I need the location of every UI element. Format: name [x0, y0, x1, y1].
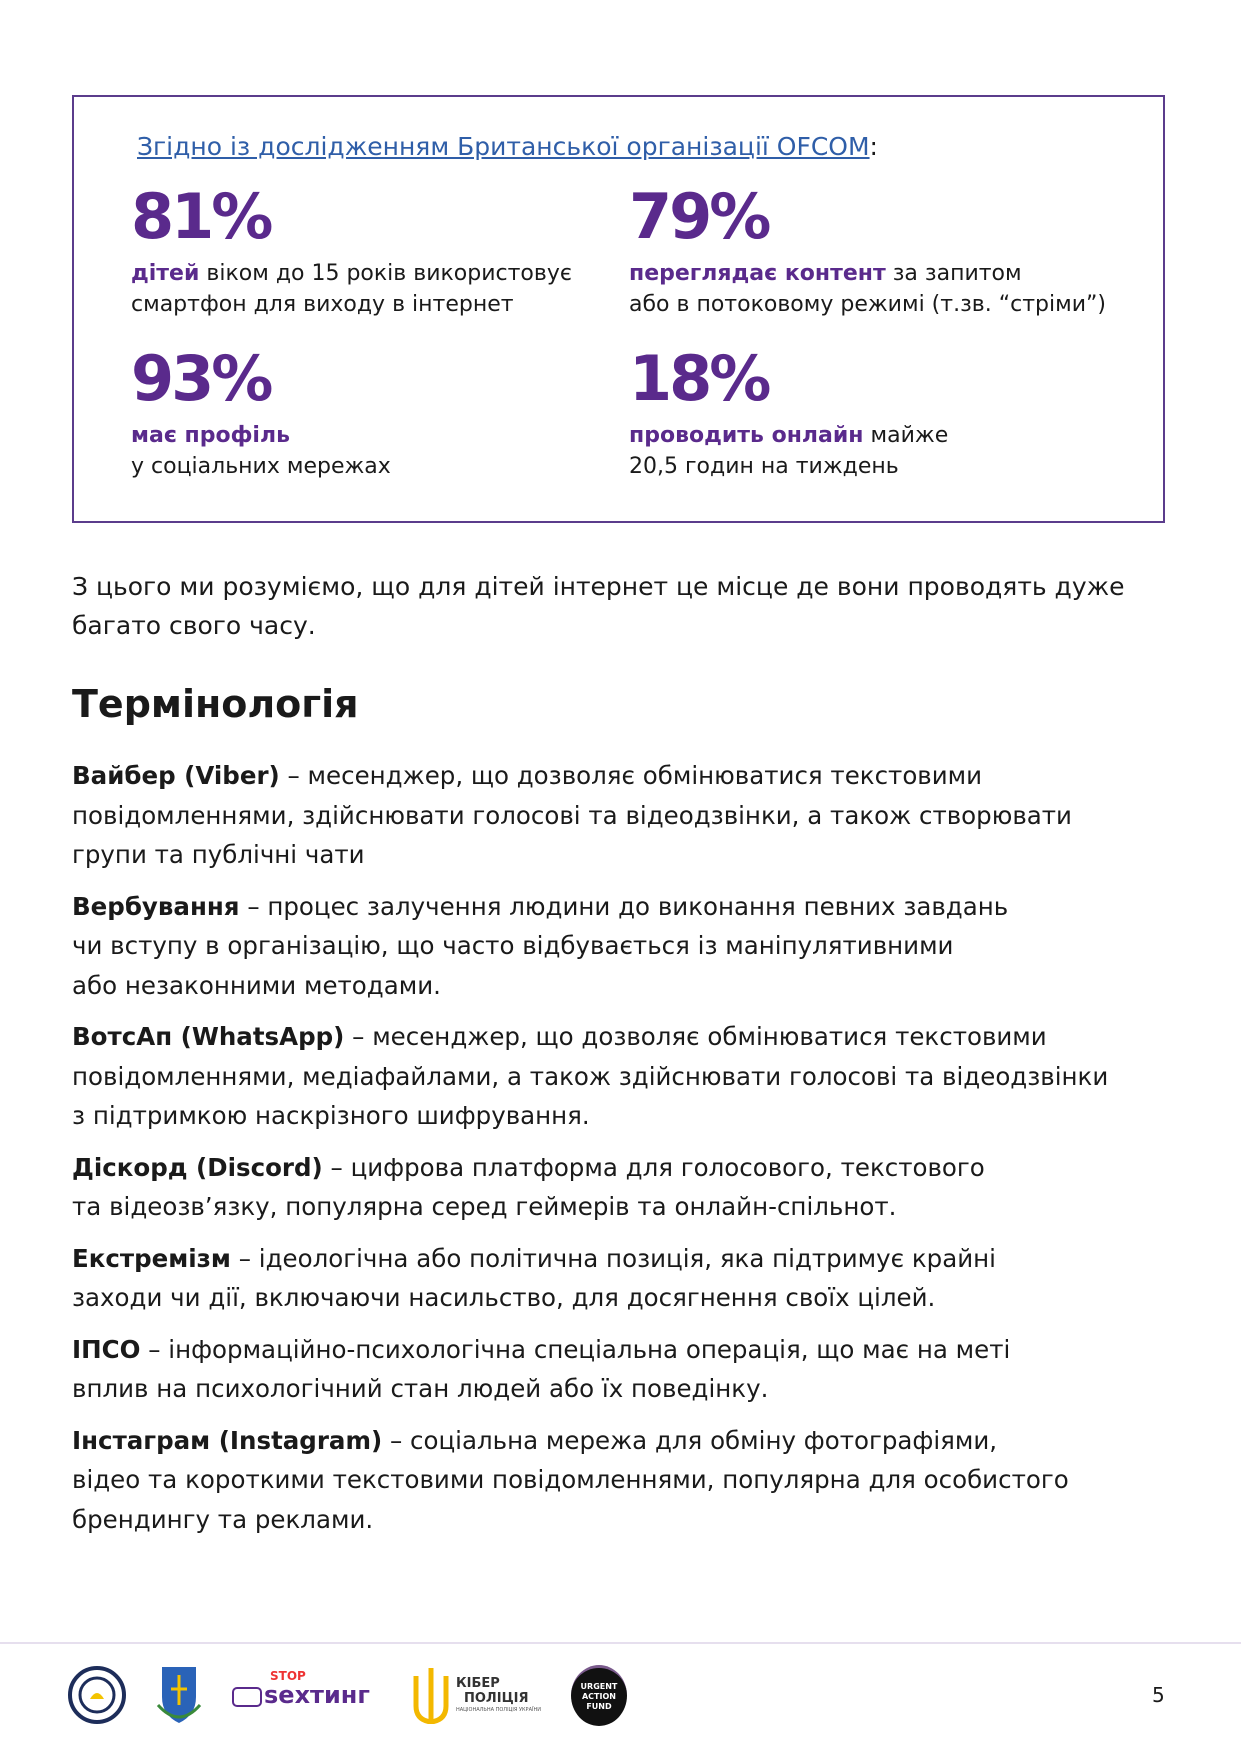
term-name: Екстремізм	[72, 1243, 231, 1273]
stat-value: 79%	[629, 180, 771, 253]
stat-bold: дітей	[131, 261, 200, 286]
stat-rest: майже 20,5 годин на тиждень	[629, 423, 949, 479]
term-item: Інстаграм (Instagram) – соціальна мережа…	[72, 1421, 1192, 1540]
stat-rest: за запитом або в потоковому режимі (т.зв…	[629, 261, 1106, 317]
urgent-action-fund-logo: URGENT ACTION FUND	[570, 1664, 627, 1726]
cyber-police-logo: КІБЕР ПОЛІЦІЯ НАЦІОНАЛЬНА ПОЛІЦІЯ УКРАЇН…	[412, 1666, 541, 1724]
term-name: ІПСО	[72, 1334, 141, 1364]
term-definition: – ідеологічна або політична позиція, яка…	[72, 1243, 996, 1313]
stat-81: 81% дітей віком до 15 років використовує…	[131, 182, 611, 320]
stat-rest: у соціальних мережах	[131, 454, 391, 479]
logo-text: ПОЛІЦІЯ	[464, 1691, 529, 1706]
ofcom-source-link[interactable]: Згідно із дослідженням Британської орган…	[137, 132, 870, 161]
stat-bold: має профіль	[131, 423, 290, 448]
logo-sexting: sexтинг	[264, 1681, 370, 1709]
source-line: Згідно із дослідженням Британської орган…	[137, 132, 878, 161]
term-definition: – процес залучення людини до виконання п…	[72, 891, 1009, 1000]
chat-icon	[232, 1687, 262, 1707]
stat-93: 93% має профіль у соціальних мережах	[131, 344, 611, 482]
stat-bold: переглядає контент	[629, 261, 886, 286]
stat-value: 18%	[629, 342, 771, 415]
stat-value: 81%	[131, 180, 273, 253]
term-item: ІПСО – інформаційно-психологічна спеціал…	[72, 1330, 1192, 1409]
partner-logos: STOP sexтинг КІБЕР ПОЛІЦІЯ НАЦІОНАЛЬНА П…	[68, 1664, 627, 1726]
term-name: Вайбер (Viber)	[72, 761, 280, 790]
juvenile-police-logo	[68, 1666, 126, 1724]
term-item: Вербування – процес залучення людини до …	[72, 887, 1192, 1006]
logo-text: URGENT	[580, 1681, 618, 1691]
stat-rest: віком до 15 років використовує смартфон …	[131, 261, 572, 317]
term-item: Діскорд (Discord) – цифрова платформа дл…	[72, 1148, 1192, 1227]
term-name: Діскорд (Discord)	[72, 1152, 323, 1182]
section-heading: Термінологія	[72, 682, 359, 726]
footer-divider	[0, 1642, 1241, 1644]
stats-box: Згідно із дослідженням Британської орган…	[72, 95, 1165, 523]
stat-79: 79% переглядає контент за запитом або в …	[629, 182, 1149, 320]
term-name: Інстаграм (Instagram)	[72, 1425, 383, 1455]
term-name: ВотсАп (WhatsApp)	[72, 1022, 345, 1051]
term-item: ВотсАп (WhatsApp) – месенджер, що дозвол…	[72, 1017, 1192, 1136]
term-definition: – месенджер, що дозволяє обмінюватися те…	[72, 1022, 1109, 1130]
logo-text: ACTION	[581, 1691, 616, 1701]
prosecutor-emblem-logo	[156, 1667, 202, 1723]
term-definition: – месенджер, що дозволяє обмінюватися те…	[72, 761, 1072, 869]
stat-bold: проводить онлайн	[629, 423, 864, 448]
term-item: Вайбер (Viber) – месенджер, що дозволяє …	[72, 756, 1192, 875]
term-name: Вербування	[72, 891, 240, 921]
term-item: Екстремізм – ідеологічна або політична п…	[72, 1239, 1192, 1318]
trident-icon	[413, 1668, 449, 1724]
stat-desc: має профіль у соціальних мережах	[131, 420, 611, 482]
term-definition: – соціальна мережа для обміну фотографія…	[72, 1425, 1069, 1534]
term-definition: – цифрова платформа для голосового, текс…	[72, 1152, 985, 1222]
logo-text: НАЦІОНАЛЬНА ПОЛІЦІЯ УКРАЇНИ	[456, 1707, 541, 1713]
logo-stop: STOP	[270, 1669, 306, 1683]
colon: :	[869, 132, 878, 161]
stat-18: 18% проводить онлайн майже 20,5 годин на…	[629, 344, 1109, 482]
logo-text: КІБЕР	[456, 1676, 500, 1691]
intro-paragraph: З цього ми розуміємо, що для дітей інтер…	[72, 572, 1125, 640]
stat-desc: переглядає контент за запитом або в пото…	[629, 258, 1149, 320]
terminology-list: Вайбер (Viber) – месенджер, що дозволяє …	[72, 756, 1192, 1551]
stop-sexting-logo: STOP sexтинг	[232, 1669, 382, 1715]
stat-value: 93%	[131, 342, 273, 415]
page-number: 5	[1152, 1683, 1165, 1707]
logo-text: FUND	[586, 1701, 612, 1711]
stat-desc: проводить онлайн майже 20,5 годин на тиж…	[629, 420, 1109, 482]
stat-desc: дітей віком до 15 років використовує сма…	[131, 258, 611, 320]
term-definition: – інформаційно-психологічна спеціальна о…	[72, 1334, 1011, 1404]
